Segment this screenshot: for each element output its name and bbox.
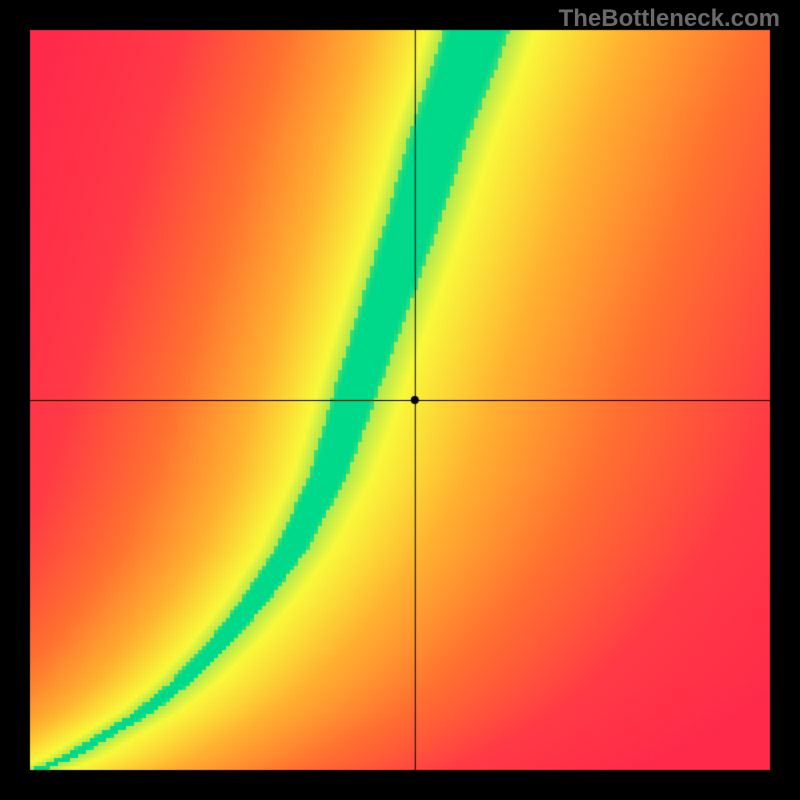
bottleneck-heatmap-chart <box>0 0 800 800</box>
attribution-text: TheBottleneck.com <box>559 5 780 33</box>
